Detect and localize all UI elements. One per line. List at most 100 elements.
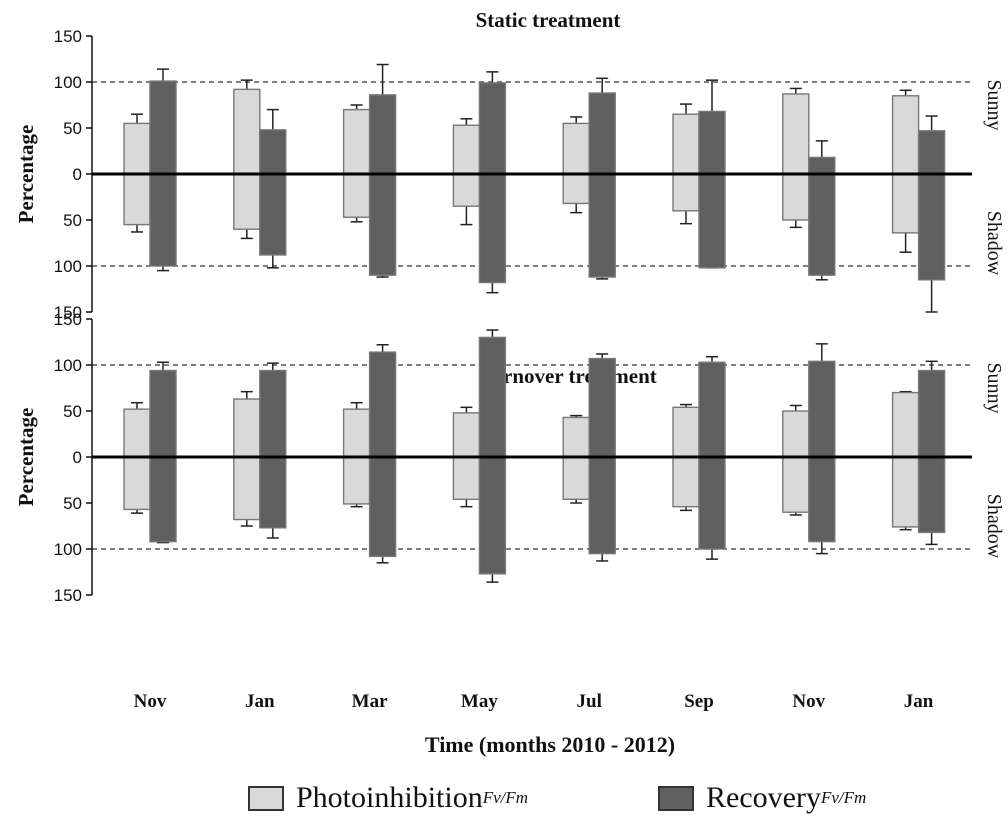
x-tick-label: Sep: [684, 691, 714, 712]
legend-subscript-recovery: Fv/Fm: [820, 788, 867, 807]
y-tick-label: 50: [63, 402, 82, 421]
photoinhibition-shadow-bar: [342, 456, 371, 505]
photoinhibition-shadow-bar: [233, 173, 261, 230]
y-tick-label: 0: [73, 165, 82, 184]
legend-photoinhibition: Photoinhibition Fv/Fm: [248, 778, 528, 818]
x-tick-label: Jan: [904, 691, 934, 712]
y-axis-title: Percentage: [14, 125, 38, 224]
photoinhibition-shadow-bar: [672, 173, 700, 212]
recovery-sunny-bar: [808, 156, 836, 175]
photoinhibition-shadow-bar: [123, 456, 151, 511]
x-tick-label: Nov: [134, 691, 167, 712]
photoinhibition-shadow-bar: [891, 456, 920, 528]
photoinhibition-sunny-bar: [562, 416, 590, 458]
recovery-shadow-bar: [478, 456, 507, 575]
photoinhibition-sunny-bar: [891, 391, 920, 458]
recovery-sunny-bar: [259, 129, 287, 175]
recovery-shadow-bar: [149, 173, 177, 267]
recovery-shadow-bar: [478, 173, 507, 284]
x-tick-label: Nov: [792, 691, 825, 712]
photoinhibition-shadow-bar: [452, 173, 481, 207]
recovery-shadow-bar: [698, 456, 726, 550]
recovery-shadow-bar: [259, 456, 287, 529]
recovery-sunny-bar: [368, 94, 397, 175]
photoinhibition-sunny-bar: [672, 406, 700, 458]
recovery-shadow-bar: [808, 173, 836, 276]
recovery-shadow-bar: [698, 173, 726, 269]
y-axis-title: Percentage: [14, 408, 38, 507]
recovery-shadow-bar: [368, 173, 397, 276]
recovery-sunny-bar: [917, 369, 946, 458]
photoinhibition-shadow-bar: [782, 456, 810, 513]
y-tick-label: 100: [54, 257, 82, 276]
x-tick-label: Mar: [352, 691, 388, 712]
y-tick-label: 150: [54, 310, 82, 329]
x-axis-tick-labels: Nov Jan Mar May Jul Sep Nov Jan: [134, 691, 934, 712]
photoinhibition-sunny-bar: [342, 108, 371, 175]
photoinhibition-sunny-bar: [342, 408, 371, 458]
legend-recovery: Recovery Fv/Fm: [658, 778, 866, 818]
recovery-shadow-bar: [149, 456, 177, 543]
x-tick-label: May: [461, 691, 498, 712]
photoinhibition-sunny-bar: [782, 410, 810, 458]
y-tick-label: 50: [63, 119, 82, 138]
recovery-sunny-bar: [588, 357, 616, 458]
recovery-sunny-bar: [588, 92, 616, 175]
photoinhibition-shadow-bar: [672, 456, 700, 508]
photoinhibition-sunny-bar: [782, 93, 810, 175]
photoinhibition-sunny-bar: [452, 124, 481, 175]
legend-subscript-photoinhibition: Fv/Fm: [482, 788, 529, 807]
recovery-shadow-bar: [917, 456, 946, 534]
side-label-sunny: Sunny: [983, 362, 1005, 413]
y-tick-label: 0: [73, 448, 82, 467]
photoinhibition-shadow-bar: [342, 173, 371, 218]
photoinhibition-sunny-bar: [562, 122, 590, 175]
recovery-shadow-bar: [588, 173, 616, 278]
photoinhibition-shadow-bar: [891, 173, 920, 234]
recovery-sunny-bar: [259, 369, 287, 458]
recovery-sunny-bar: [368, 351, 397, 458]
recovery-shadow-bar: [368, 456, 397, 558]
recovery-sunny-bar: [149, 369, 177, 458]
legend-label-recovery: Recovery: [706, 781, 821, 814]
recovery-shadow-bar: [259, 173, 287, 256]
x-axis-title: Time (months 2010 - 2012): [425, 732, 675, 757]
y-tick-label: 50: [63, 494, 82, 513]
photoinhibition-shadow-bar: [123, 173, 151, 226]
photoinhibition-sunny-bar: [891, 95, 920, 175]
recovery-sunny-bar: [149, 80, 177, 175]
recovery-sunny-bar: [698, 110, 726, 175]
recovery-shadow-bar: [588, 456, 616, 555]
legend-swatch-recovery: [658, 785, 694, 811]
y-tick-label: 100: [54, 73, 82, 92]
panel-title-turnover: Turnover treatment: [479, 364, 657, 388]
recovery-sunny-bar: [478, 82, 507, 175]
panel-title-static: Static treatment: [476, 8, 621, 32]
recovery-sunny-bar: [808, 360, 836, 458]
photoinhibition-sunny-bar: [123, 408, 151, 458]
recovery-sunny-bar: [917, 130, 946, 175]
photoinhibition-shadow-bar: [562, 456, 590, 501]
y-tick-label: 150: [54, 27, 82, 46]
x-tick-label: Jul: [577, 691, 602, 712]
legend-label-photoinhibition: Photoinhibition: [296, 781, 483, 814]
static-treatment-panel: 150 100 50 0 50 100 150 Percentage Sunny Shadow: [14, 27, 1005, 322]
side-label-sunny: Sunny: [983, 79, 1005, 130]
y-tick-label: 150: [54, 586, 82, 605]
photoinhibition-sunny-bar: [123, 122, 151, 175]
photoinhibition-sunny-bar: [233, 88, 261, 175]
recovery-sunny-bar: [478, 336, 507, 458]
recovery-shadow-bar: [808, 456, 836, 543]
photoinhibition-shadow-bar: [562, 173, 590, 205]
photoinhibition-sunny-bar: [672, 113, 700, 175]
side-label-shadow: Shadow: [983, 211, 1005, 276]
photoinhibition-sunny-bar: [452, 412, 481, 458]
x-tick-label: Jan: [245, 691, 275, 712]
y-tick-label: 50: [63, 211, 82, 230]
y-tick-label: 100: [54, 356, 82, 375]
photoinhibition-sunny-bar: [233, 398, 261, 458]
legend-swatch-photoinhibition: [248, 785, 284, 811]
recovery-sunny-bar: [698, 361, 726, 458]
side-label-shadow: Shadow: [983, 494, 1005, 559]
